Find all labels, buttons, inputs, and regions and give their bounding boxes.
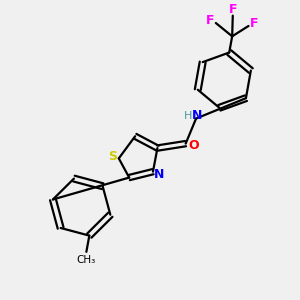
Text: CH₃: CH₃ [77,255,96,265]
Text: H: H [184,111,192,121]
Text: F: F [229,3,237,16]
Text: S: S [108,150,117,164]
Text: N: N [154,168,165,181]
Text: F: F [250,16,258,29]
Text: N: N [192,109,203,122]
Text: F: F [206,14,215,27]
Text: O: O [189,139,199,152]
